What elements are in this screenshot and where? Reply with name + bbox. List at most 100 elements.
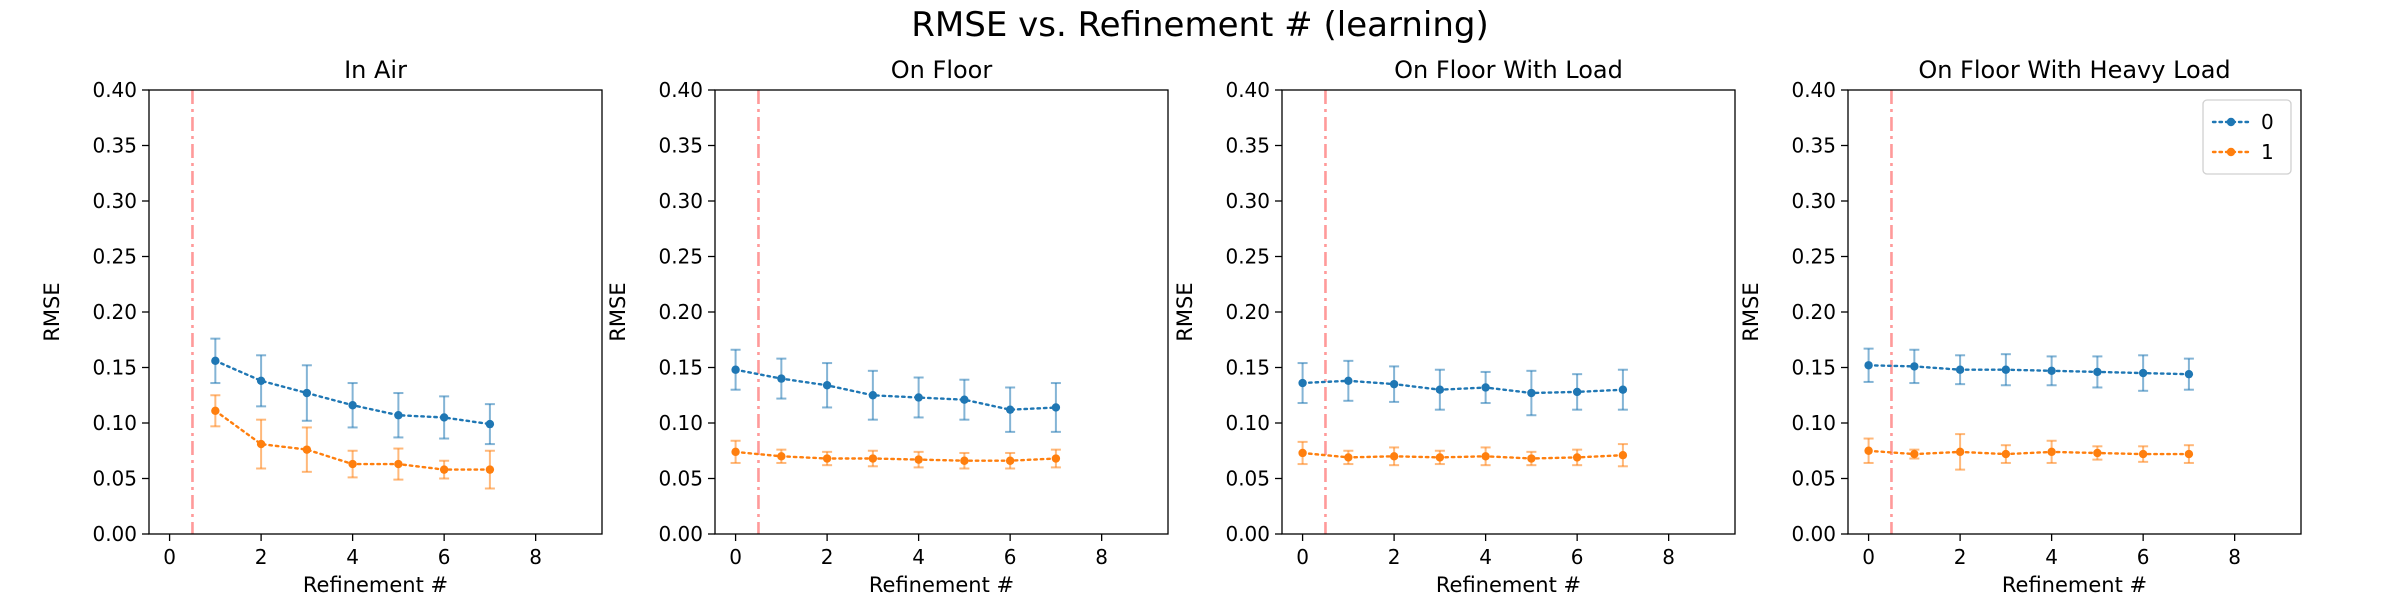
y-tick-label: 0.20 xyxy=(1225,300,1270,324)
data-point xyxy=(731,365,740,374)
data-point xyxy=(1618,450,1628,460)
data-point xyxy=(1344,376,1353,386)
data-point xyxy=(2047,447,2056,457)
y-tick-label: 0.30 xyxy=(92,189,137,213)
data-point xyxy=(2138,368,2148,378)
data-point xyxy=(1344,453,1353,462)
data-point xyxy=(1435,385,1445,394)
y-axis-label: RMSE xyxy=(40,282,64,341)
data-point xyxy=(1618,385,1628,394)
data-point xyxy=(1527,388,1536,398)
data-point xyxy=(731,447,740,457)
series-line xyxy=(1867,449,2191,456)
x-tick-label: 8 xyxy=(1095,545,1108,569)
x-tick-label: 2 xyxy=(1954,545,1967,569)
y-tick-label: 0.00 xyxy=(92,522,137,546)
y-tick-label: 0.05 xyxy=(1225,467,1270,491)
legend-label: 1 xyxy=(2261,140,2274,164)
series-0 xyxy=(1297,359,1628,417)
y-tick-label: 0.35 xyxy=(92,134,137,158)
data-point xyxy=(868,454,878,463)
data-point xyxy=(1864,446,1873,455)
data-point xyxy=(256,439,266,449)
y-tick-label: 0.40 xyxy=(658,78,703,102)
x-tick-label: 8 xyxy=(2228,545,2241,569)
y-tick-label: 0.25 xyxy=(658,245,703,269)
y-axis-label: RMSE xyxy=(606,282,630,341)
data-point xyxy=(1005,405,1015,414)
x-tick-label: 4 xyxy=(2045,545,2058,569)
subplot-2: On Floor 0.00 0.05 0.10 0.15 0.20 0.25 0.30 0.35… xyxy=(606,56,1169,597)
series-0 xyxy=(210,337,495,446)
y-tick-label: 0.00 xyxy=(1791,522,1836,546)
y-tick-label: 0.35 xyxy=(658,134,703,158)
data-point xyxy=(2047,366,2056,376)
x-tick-label: 2 xyxy=(821,545,834,569)
y-tick-label: 0.40 xyxy=(92,78,137,102)
y-tick-label: 0.15 xyxy=(1791,356,1836,380)
x-axis-label: Refinement # xyxy=(303,573,448,597)
y-tick-label: 0.15 xyxy=(92,356,137,380)
data-point xyxy=(1955,365,1965,374)
figure-title: RMSE vs. Refinement # (learning) xyxy=(911,5,1488,45)
subplot-1: In Air 0.00 0.05 0.10 0.15 0.20 0.25 0.30 0.35 0.… xyxy=(40,56,603,597)
data-point xyxy=(1527,454,1536,463)
data-point xyxy=(1572,387,1582,397)
x-axis-label: Refinement # xyxy=(869,573,1014,597)
subplot-title: On Floor With Heavy Load xyxy=(1918,56,2230,84)
y-tick-label: 0.40 xyxy=(1225,78,1270,102)
data-point xyxy=(2093,448,2102,458)
data-point xyxy=(914,455,923,464)
subplot-4: On Floor With Heavy Load 0.00 0.05 0.10 0.15… xyxy=(1739,56,2302,597)
data-point xyxy=(394,459,403,469)
plot-frame xyxy=(714,89,1169,535)
y-axis-label: RMSE xyxy=(1173,282,1197,341)
y-tick-label: 0.30 xyxy=(1225,189,1270,213)
data-point xyxy=(1298,378,1307,388)
legend-box xyxy=(2202,99,2292,175)
data-point xyxy=(439,413,449,422)
x-tick-label: 2 xyxy=(1388,545,1401,569)
series-line xyxy=(1301,379,1625,395)
subplot-3: On Floor With Load 0.00 0.05 0.10 0.15 0.20 0.… xyxy=(1173,56,1736,597)
data-point xyxy=(777,374,786,383)
data-point xyxy=(302,445,312,454)
series-1 xyxy=(730,439,1061,470)
x-tick-label: 0 xyxy=(1862,545,1875,569)
data-point xyxy=(2184,369,2194,379)
legend-marker xyxy=(2226,147,2236,157)
data-point xyxy=(2184,449,2194,459)
y-tick-label: 0.05 xyxy=(1791,467,1836,491)
data-point xyxy=(256,376,266,386)
series-1 xyxy=(210,394,495,490)
y-tick-label: 0.40 xyxy=(1791,78,1836,102)
legend: 01 xyxy=(2202,99,2292,175)
series-line xyxy=(1867,364,2191,376)
y-tick-label: 0.30 xyxy=(658,189,703,213)
series-line xyxy=(1301,451,1625,460)
y-tick-label: 0.10 xyxy=(1225,411,1270,435)
x-tick-label: 0 xyxy=(1296,545,1309,569)
x-tick-label: 4 xyxy=(912,545,925,569)
data-point xyxy=(2138,449,2148,459)
y-tick-label: 0.00 xyxy=(1225,522,1270,546)
data-point xyxy=(868,391,878,400)
panels: In Air 0.00 0.05 0.10 0.15 0.20 0.25 0.30 0.35 0.… xyxy=(40,56,2302,597)
data-point xyxy=(1389,379,1399,389)
x-tick-label: 6 xyxy=(438,545,451,569)
data-point xyxy=(960,395,969,404)
data-point xyxy=(777,452,786,461)
series-line xyxy=(734,450,1058,462)
data-point xyxy=(1051,454,1061,463)
y-tick-label: 0.20 xyxy=(1791,300,1836,324)
data-point xyxy=(302,388,312,398)
x-tick-label: 0 xyxy=(163,545,176,569)
data-point xyxy=(348,401,357,410)
y-tick-label: 0.05 xyxy=(658,467,703,491)
data-point xyxy=(1910,449,1919,459)
x-tick-label: 4 xyxy=(346,545,359,569)
series-0 xyxy=(730,348,1061,433)
x-tick-label: 2 xyxy=(255,545,268,569)
data-point xyxy=(2093,367,2102,377)
